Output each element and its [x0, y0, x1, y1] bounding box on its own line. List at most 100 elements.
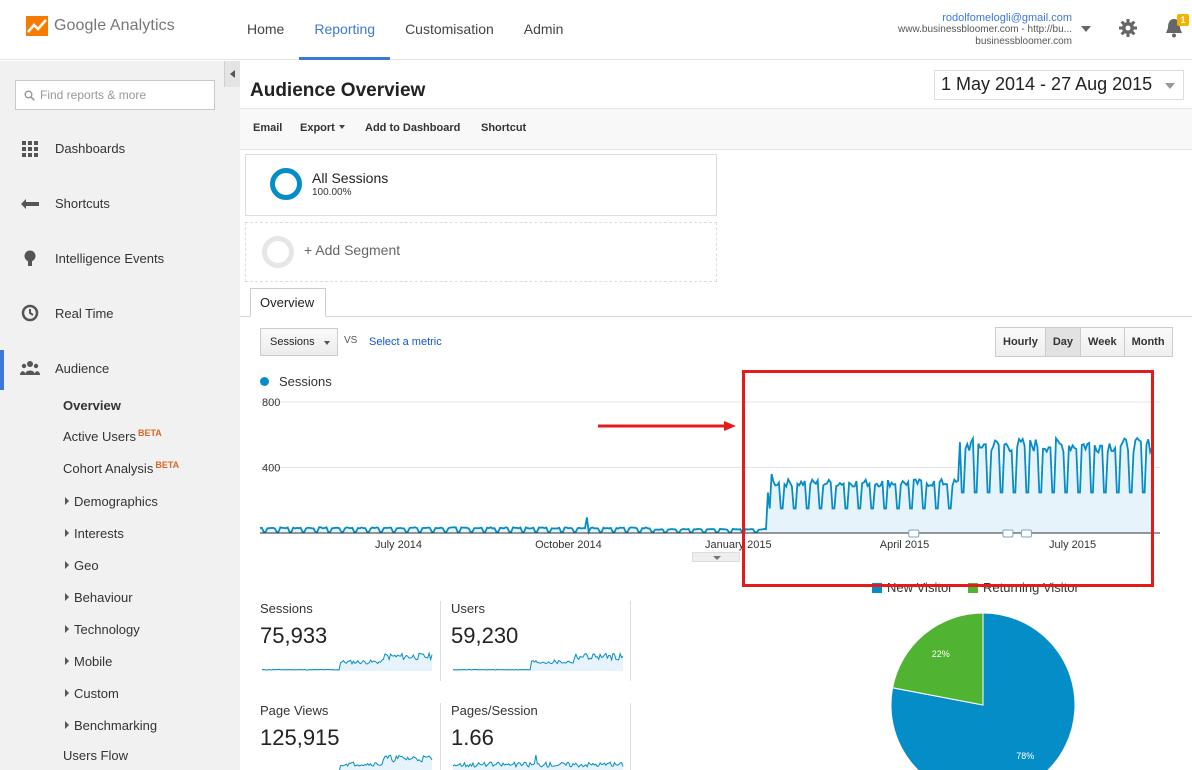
annotation-marker[interactable] [1020, 529, 1032, 538]
nav-home[interactable]: Home [247, 21, 285, 37]
sparkline-line [453, 754, 624, 769]
stat-value: 1.66 [451, 725, 494, 750]
sidebar-item-real-time[interactable]: Real Time [0, 295, 240, 331]
y-tick-label: 400 [262, 463, 280, 475]
sidebar-sub-active-users[interactable]: Active Users BETA [63, 428, 162, 444]
select-metric-link[interactable]: Select a metric [369, 336, 442, 348]
stat-page-views[interactable]: Page Views 125,915 [260, 703, 440, 770]
sparkline [338, 754, 433, 770]
red-highlight-box [742, 370, 1154, 587]
stat-label: Sessions [260, 601, 313, 616]
google-analytics-logo[interactable]: Google Analytics [26, 16, 175, 36]
sidebar-item-shortcuts[interactable]: Shortcuts [0, 185, 240, 221]
lightbulb-icon [24, 250, 36, 266]
report-toolbar: Email Export Add to Dashboard Shortcut [240, 108, 1192, 150]
empty-segment-ring-icon [262, 236, 294, 268]
sessions-legend-marker [260, 377, 269, 386]
report-search[interactable] [15, 80, 215, 110]
account-property: www.businessbloomer.com - http://bu... [898, 24, 1072, 35]
sidebar-group-demographics[interactable]: Demographics [65, 494, 158, 509]
sparkline [453, 754, 624, 770]
sparkline-area [339, 755, 432, 770]
group-label: Custom [74, 686, 119, 701]
sidebar-group-geo[interactable]: Geo [65, 558, 99, 573]
logo-text: Google Analytics [54, 17, 175, 34]
granularity-hourly-button[interactable]: Hourly [996, 328, 1045, 356]
group-label: Mobile [74, 654, 113, 669]
nav-customisation[interactable]: Customisation [405, 21, 494, 37]
date-range-picker[interactable]: 1 May 2014 - 27 Aug 2015 [934, 70, 1184, 100]
beta-badge: BETA [137, 428, 162, 438]
group-label: Behaviour [74, 590, 133, 605]
tab-overview[interactable]: Overview [250, 288, 326, 317]
stat-users[interactable]: Users 59,230 [451, 601, 631, 686]
segment-ring-icon [270, 168, 302, 200]
expand-triangle-icon [65, 593, 69, 601]
sidebar-group-benchmarking[interactable]: Benchmarking [65, 718, 157, 733]
gear-icon[interactable] [1118, 18, 1138, 38]
granularity-week-button[interactable]: Week [1080, 328, 1124, 356]
nav-reporting[interactable]: Reporting [299, 0, 391, 60]
page-title: Audience Overview [250, 80, 426, 101]
sidebar-collapse-button[interactable] [224, 61, 240, 87]
sidebar-item-label: Real Time [55, 305, 114, 321]
granularity-day-button[interactable]: Day [1044, 328, 1081, 356]
pie-slice[interactable] [890, 612, 1076, 770]
stat-divider [440, 601, 441, 681]
pie-slice[interactable] [892, 612, 984, 706]
stat-pages-per-session[interactable]: Pages/Session 1.66 [451, 703, 631, 770]
sidebar-item-label: Audience [55, 360, 110, 376]
visitor-type-pie-chart[interactable]: 78% 22% [885, 610, 1085, 770]
x-tick-label: July 2015 [1049, 539, 1096, 551]
shortcut-button[interactable]: Shortcut [481, 122, 527, 134]
account-selector[interactable]: rodolfomelogli@gmail.com www.businessblo… [898, 12, 1072, 48]
nav-admin[interactable]: Admin [523, 21, 564, 37]
add-to-dashboard-button[interactable]: Add to Dashboard [365, 122, 461, 134]
stat-value: 125,915 [260, 725, 340, 750]
sidebar: Dashboards Shortcuts Intelligence Events… [0, 61, 240, 770]
export-label: Export [300, 122, 335, 134]
annotation-marker[interactable] [908, 529, 920, 538]
sessions-line-chart[interactable]: 800 400 July 2014 October 2014 January 2015 A… [240, 390, 1180, 558]
segment-all-sessions[interactable]: All Sessions 100.00% [245, 154, 717, 216]
x-tick-label: January 2015 [705, 539, 772, 551]
sidebar-group-behaviour[interactable]: Behaviour [65, 590, 133, 605]
stat-label: Pages/Session [451, 703, 538, 718]
sidebar-sub-users-flow[interactable]: Users Flow [63, 748, 129, 763]
expand-triangle-icon [65, 529, 69, 537]
stat-label: Users [451, 601, 485, 616]
expand-triangle-icon [65, 721, 69, 729]
export-button[interactable]: Export [300, 122, 345, 134]
group-label: Geo [74, 558, 99, 573]
annotation-marker[interactable] [1002, 529, 1014, 538]
sidebar-item-audience[interactable]: Audience [0, 350, 240, 390]
chart-expand-handle[interactable] [692, 552, 740, 562]
sidebar-group-technology[interactable]: Technology [65, 622, 140, 637]
vs-label: VS [344, 335, 358, 346]
account-dropdown-icon[interactable] [1081, 26, 1091, 32]
analytics-logo-icon [26, 16, 48, 36]
sidebar-sub-cohort-analysis[interactable]: Cohort Analysis BETA [63, 460, 179, 476]
search-input[interactable] [40, 88, 200, 102]
clock-icon [21, 304, 39, 322]
top-nav: Home Reporting Customisation Admin [232, 0, 578, 60]
granularity-month-button[interactable]: Month [1123, 328, 1172, 356]
account-email: rodolfomelogli@gmail.com [942, 12, 1072, 24]
sparkline-area [453, 755, 623, 770]
sidebar-group-interests[interactable]: Interests [65, 526, 124, 541]
email-button[interactable]: Email [253, 122, 283, 134]
sidebar-group-mobile[interactable]: Mobile [65, 654, 112, 669]
sidebar-group-custom[interactable]: Custom [65, 686, 119, 701]
x-tick-label: October 2014 [535, 539, 602, 551]
sidebar-item-intelligence-events[interactable]: Intelligence Events [0, 240, 240, 276]
add-segment-button[interactable]: + Add Segment [245, 222, 717, 282]
sidebar-item-dashboards[interactable]: Dashboards [0, 130, 240, 166]
metric-select[interactable]: Sessions [260, 328, 338, 356]
account-view: businessbloomer.com [975, 36, 1072, 47]
legend-label: New Visitor [887, 580, 953, 595]
stat-sessions[interactable]: Sessions 75,933 [260, 601, 440, 686]
stat-value: 59,230 [451, 623, 519, 648]
pie-legend-returning-visitor: Returning Visitor [968, 580, 1079, 595]
sidebar-sub-overview[interactable]: Overview [63, 398, 121, 413]
sparkline-area [453, 653, 623, 671]
